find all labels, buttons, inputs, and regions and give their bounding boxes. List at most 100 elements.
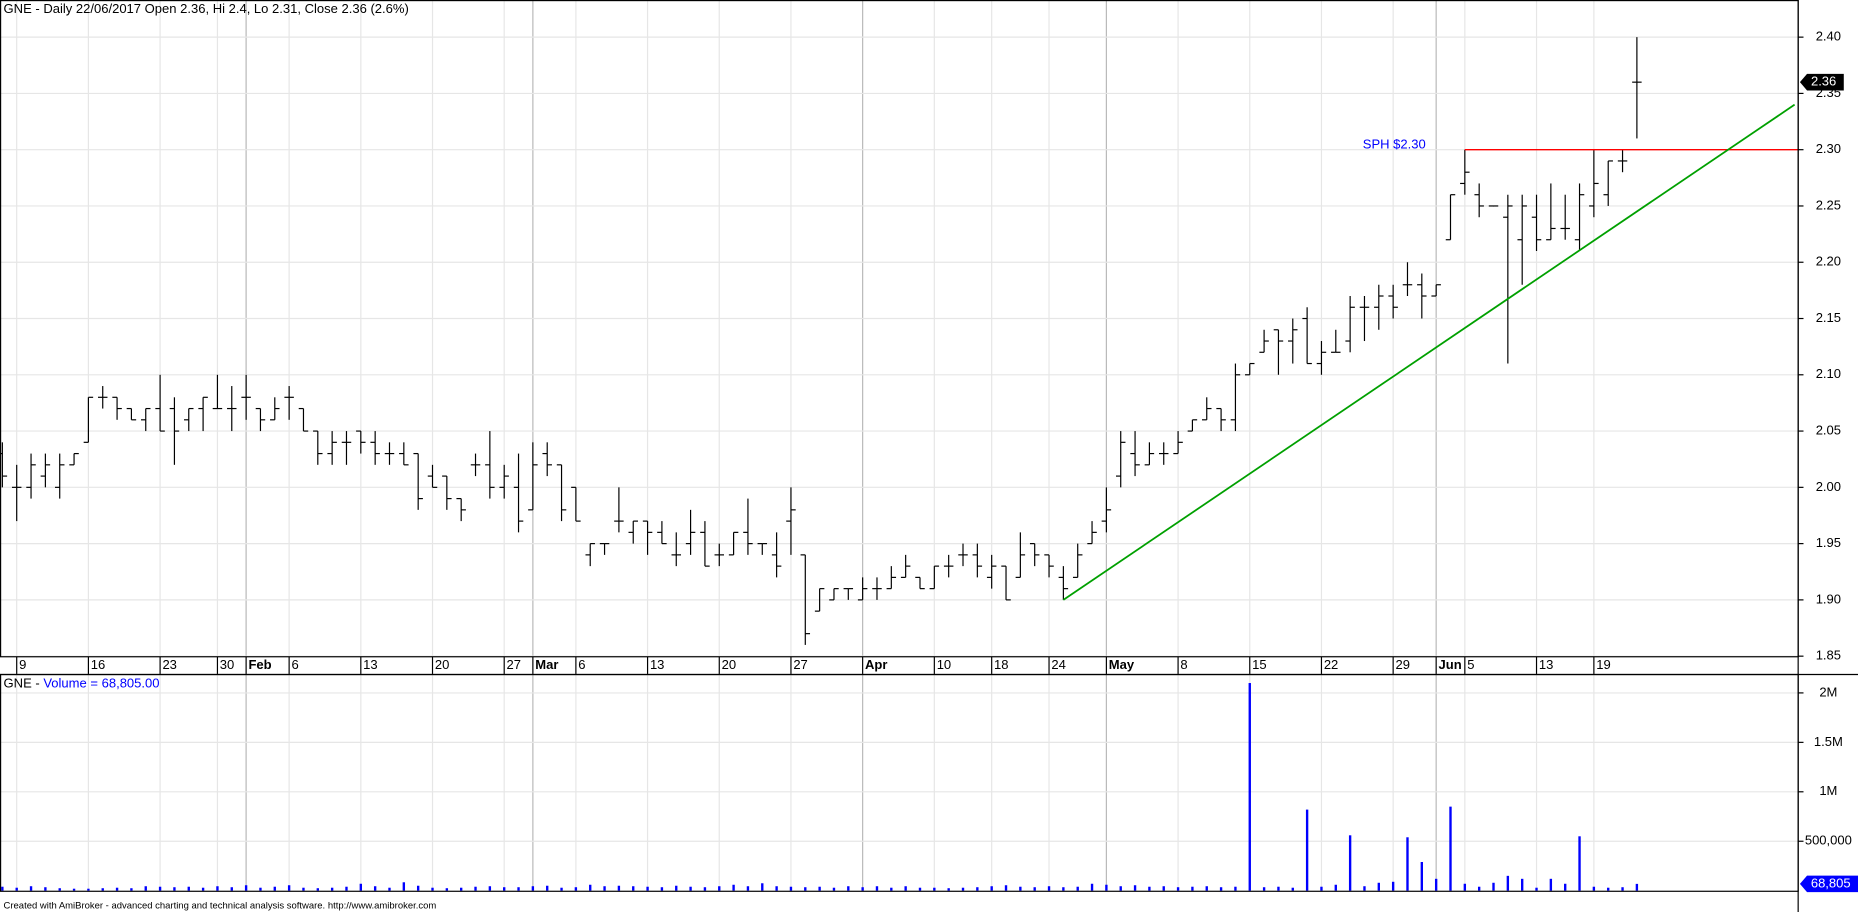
volume-bar (1334, 884, 1337, 891)
volume-bar (646, 886, 649, 891)
volume-bar (1205, 886, 1208, 891)
volume-bar (689, 886, 692, 891)
volume-bar (1162, 886, 1165, 891)
volume-bar (158, 886, 162, 891)
volume-bar (1420, 862, 1424, 891)
volume-bar (531, 886, 535, 891)
volume-bar (101, 888, 104, 891)
volume-bar (990, 886, 993, 891)
volume-bar (560, 887, 563, 891)
x-tick-label: Mar (535, 657, 558, 672)
last-volume-tag (1799, 875, 1858, 893)
volume-bar (718, 886, 721, 891)
volume-bar (1521, 878, 1524, 891)
volume-bar (1234, 886, 1237, 891)
volume-bar (660, 887, 664, 891)
last-price-label: 2.36 (1811, 74, 1836, 89)
volume-bar (345, 886, 348, 891)
volume-bar (1176, 887, 1180, 891)
volume-bar (1277, 886, 1280, 891)
volume-bar (890, 887, 893, 891)
last-price-tag (1799, 73, 1844, 91)
y-tick-label: 500,000 (1805, 833, 1852, 848)
footer: Created with AmiBroker - advanced charti… (4, 901, 437, 912)
x-tick-label: Jun (1439, 657, 1462, 672)
y-tick-label: 1.5M (1814, 734, 1843, 749)
volume-bar (1477, 886, 1481, 891)
x-tick-label: 30 (220, 657, 234, 672)
volume-bar (617, 885, 621, 891)
volume-bar (1090, 883, 1094, 891)
volume-bar (1033, 887, 1036, 891)
volume-bar (1062, 887, 1065, 891)
x-tick-label: 18 (994, 657, 1008, 672)
x-tick-label: 13 (363, 657, 377, 672)
x-tick-label: 29 (1396, 657, 1410, 672)
x-tick-label: 20 (722, 657, 736, 672)
volume-bar (546, 885, 549, 891)
x-tick-label: 13 (1539, 657, 1553, 672)
volume-bar (1535, 887, 1538, 891)
volume-bar (1434, 878, 1438, 891)
volume-title-value: Volume = 68,805.00 (43, 676, 159, 691)
volume-bar (459, 887, 463, 891)
volume-bar (216, 886, 219, 891)
volume-bar (87, 888, 90, 891)
volume-bar (1377, 882, 1380, 891)
volume-bar (1635, 883, 1639, 891)
volume-bar (173, 887, 176, 891)
volume-bar (1248, 683, 1251, 891)
volume-bar (1492, 882, 1495, 891)
x-tick-label: 8 (1180, 657, 1187, 672)
volume-bar (1363, 886, 1366, 891)
y-tick-label: 2.05 (1816, 423, 1841, 438)
volume-bar (1607, 887, 1610, 891)
volume-bar (632, 886, 635, 891)
chart-title: GNE - Daily 22/06/2017 Open 2.36, Hi 2.4… (4, 1, 409, 16)
volume-bar (517, 887, 520, 891)
x-tick-label: 6 (578, 657, 585, 672)
volume-bar (589, 884, 592, 891)
x-tick-label: 9 (19, 657, 26, 672)
x-tick-label: 27 (507, 657, 521, 672)
volume-bar (1291, 887, 1294, 891)
volume-bar (1592, 886, 1596, 891)
volume-bar (732, 884, 735, 891)
volume-bar (115, 887, 119, 891)
y-tick-label: 1M (1819, 783, 1837, 798)
volume-bar (1391, 881, 1395, 891)
volume-bar (287, 885, 291, 891)
x-tick-label: 20 (435, 657, 449, 672)
x-tick-label: 16 (91, 657, 105, 672)
resistance-label: SPH $2.30 (1363, 136, 1426, 151)
volume-bar (875, 886, 879, 891)
volume-bar (201, 887, 205, 891)
volume-bar (1047, 886, 1051, 891)
y-tick-label: 2.00 (1816, 479, 1841, 494)
y-tick-label: 2.20 (1816, 254, 1841, 269)
volume-bar (961, 887, 965, 891)
volume-bar (488, 886, 492, 891)
volume-bar (302, 887, 305, 891)
volume-bar (1105, 884, 1108, 891)
y-tick-label: 2.40 (1816, 29, 1841, 44)
volume-bar (1219, 887, 1223, 891)
volume-bar (15, 887, 18, 891)
volume-bar (1406, 837, 1409, 891)
volume-bar (445, 888, 449, 891)
y-tick-label: 2.25 (1816, 197, 1841, 212)
volume-bar (474, 886, 477, 891)
x-tick-label: 27 (793, 657, 807, 672)
volume-bar (244, 885, 248, 891)
x-tick-label: Apr (865, 657, 887, 672)
marks-layer: SPH $2.30 2.36 68,805 (0, 37, 1858, 893)
y-tick-label: 1.85 (1816, 648, 1841, 663)
volume-bar (359, 883, 363, 891)
x-tick-label: 19 (1596, 657, 1610, 672)
volume-bar (1119, 886, 1122, 891)
volume-bar (1148, 886, 1151, 891)
volume-bar (789, 886, 793, 891)
volume-bar (603, 886, 606, 891)
